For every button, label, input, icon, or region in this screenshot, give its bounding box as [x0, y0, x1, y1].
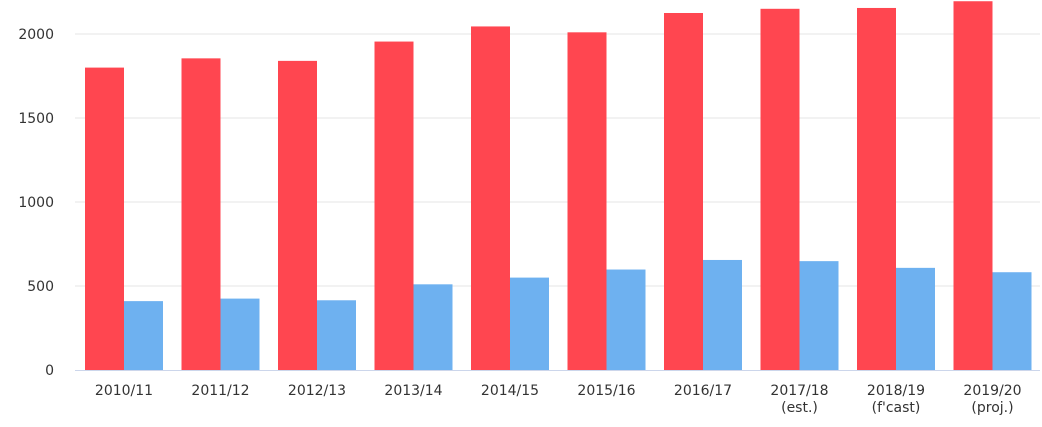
x-tick-label: (proj.) [971, 400, 1013, 416]
bar-series-2[interactable] [992, 272, 1032, 370]
bar-series-1[interactable] [85, 67, 124, 370]
x-tick-label: 2011/12 [191, 383, 249, 399]
x-tick-label: (f'cast) [872, 400, 921, 416]
x-tick-label: 2014/15 [481, 383, 539, 399]
bar-series-1[interactable] [567, 32, 607, 370]
bar-series-2[interactable] [799, 261, 839, 370]
bar-series-1[interactable] [953, 1, 993, 371]
x-tick-label: 2016/17 [674, 383, 732, 399]
x-tick-label: 2017/18 [770, 383, 828, 399]
x-tick-label: 2012/13 [288, 383, 346, 399]
bar-series-1[interactable] [181, 58, 221, 371]
bar-series-1[interactable] [374, 41, 414, 371]
x-tick-label: 2010/11 [95, 383, 153, 399]
bar-series-2[interactable] [124, 301, 163, 370]
x-tick-label: 2019/20 [963, 383, 1021, 399]
bar-series-2[interactable] [220, 298, 260, 370]
bar-series-2[interactable] [510, 277, 549, 370]
y-tick-label: 500 [27, 279, 54, 295]
bar-series-1[interactable] [664, 13, 703, 370]
y-tick-label: 1500 [18, 111, 54, 127]
x-tick-label: (est.) [781, 400, 818, 416]
bar-series-2[interactable] [413, 284, 453, 370]
x-tick-label: 2018/19 [867, 383, 925, 399]
bar-series-2[interactable] [317, 300, 356, 370]
bar-series-2[interactable] [703, 259, 742, 370]
y-axis-ticks: 0 500 1000 1500 2000 [18, 27, 54, 379]
bar-series-1[interactable] [760, 8, 800, 371]
x-tick-label: 2015/16 [577, 383, 635, 399]
y-tick-label: 0 [45, 363, 54, 379]
bar-series-2[interactable] [896, 267, 935, 370]
y-tick-label: 2000 [18, 27, 54, 43]
bar-series-1[interactable] [278, 60, 317, 370]
x-axis-ticks: 2010/11 2011/12 2012/13 2013/14 2014/15 2015/… [95, 383, 1022, 416]
y-tick-label: 1000 [18, 195, 54, 211]
bar-series-1[interactable] [471, 26, 510, 370]
bar-series-2[interactable] [606, 269, 646, 370]
bars-layer [85, 1, 1032, 371]
x-tick-label: 2013/14 [384, 383, 442, 399]
bar-series-1[interactable] [857, 7, 896, 371]
